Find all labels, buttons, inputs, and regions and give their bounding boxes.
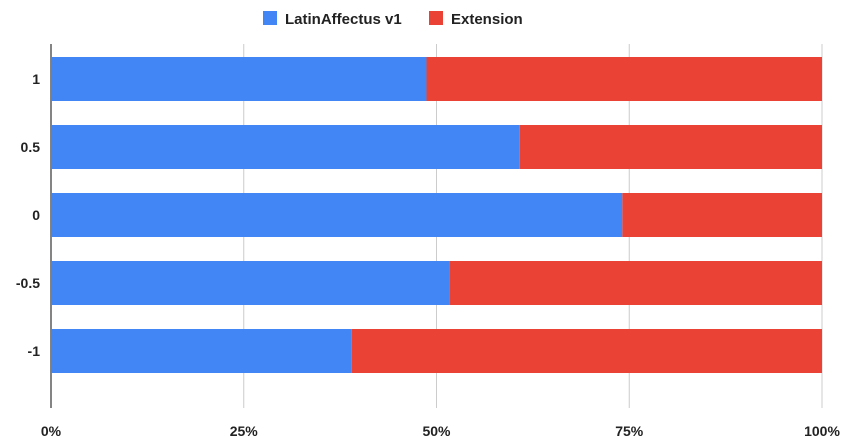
x-tick-label: 25% [230,423,259,437]
x-tick-label: 0% [41,423,62,437]
legend-swatch-0 [263,11,277,25]
legend-label-0: LatinAffectus v1 [285,11,402,28]
y-tick-label: 1 [32,71,40,87]
x-tick-label: 100% [804,423,840,437]
y-tick-label: -0.5 [16,275,40,291]
x-tick-label: 50% [422,423,451,437]
y-axis: 1 0.5 0 -0.5 -1 [16,71,40,359]
bar-latinaffectus-3 [51,261,450,305]
legend-swatch-1 [429,11,443,25]
bar-extension-4 [351,329,822,373]
bar-latinaffectus-1 [51,125,520,169]
bar-extension-3 [449,261,822,305]
bar-extension-0 [426,57,822,101]
y-tick-label: 0 [32,207,40,223]
bar-latinaffectus-4 [51,329,352,373]
legend: LatinAffectus v1 Extension [263,11,523,28]
bar-latinaffectus-2 [51,193,623,237]
bar-extension-2 [622,193,822,237]
legend-label-1: Extension [451,11,523,28]
x-axis: 0% 25% 50% 75% 100% [41,423,841,437]
bar-latinaffectus-0 [51,57,427,101]
y-tick-label: -1 [28,343,41,359]
x-tick-label: 75% [615,423,644,437]
bar-extension-1 [519,125,822,169]
y-tick-label: 0.5 [21,139,41,155]
bars [51,57,822,373]
